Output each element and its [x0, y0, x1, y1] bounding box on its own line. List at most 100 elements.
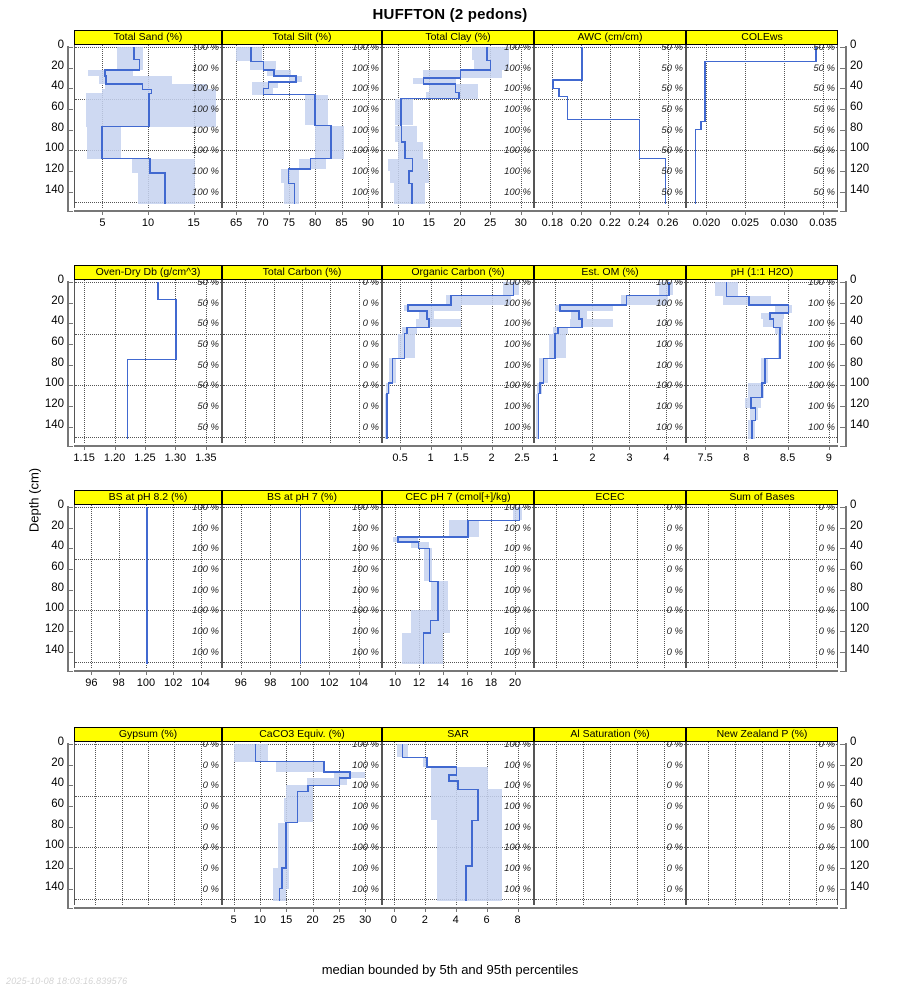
- median-line-segment: [512, 282, 515, 296]
- percentile-band: [410, 542, 429, 549]
- x-axis-tick-label: 12: [412, 677, 426, 689]
- median-line-segment: [273, 69, 275, 76]
- median-line-connector: [566, 118, 641, 121]
- pedon-pct-label: 50 %: [661, 186, 683, 198]
- x-axis-tick-label: 9: [825, 452, 832, 464]
- median-line-connector: [552, 79, 583, 81]
- median-line-segment: [426, 757, 428, 767]
- pedon-pct-label: 50 %: [813, 145, 835, 157]
- x-axis-tick: [787, 445, 789, 450]
- y-axis-tick-label: 20: [850, 519, 863, 532]
- median-line-segment: [558, 88, 560, 97]
- pedon-pct-label: 50 %: [197, 297, 219, 309]
- y-axis-tick-label: 120: [850, 162, 870, 175]
- percentile-band: [437, 865, 503, 889]
- median-line-segment: [309, 158, 312, 169]
- pedon-pct-label: 100 %: [504, 297, 531, 309]
- gridline-vertical: [705, 280, 707, 443]
- x-axis-tick-label: 2: [589, 452, 596, 464]
- pedon-pct-label: 100 %: [808, 297, 835, 309]
- y-axis-tick-label: 60: [51, 560, 64, 573]
- median-line-connector: [467, 519, 521, 522]
- x-axis-tick: [467, 670, 468, 675]
- median-line-connector: [101, 125, 150, 128]
- percentile-band: [85, 93, 217, 127]
- panel-title-strip: Total Sand (%): [74, 30, 222, 45]
- x-axis-tick-label: 102: [164, 677, 183, 689]
- percentile-band: [422, 69, 503, 78]
- pedon-pct-label: 100 %: [192, 45, 219, 53]
- plot-area: 0 % 0 % 0 % 0 % 0 % 0 % 0 % 0 %: [534, 505, 686, 668]
- pedon-pct-label: 0 %: [818, 505, 835, 513]
- gridline-vertical: [428, 45, 430, 208]
- panel-title-strip: Gypsum (%): [74, 727, 222, 742]
- y-axis-tick-label: 100: [850, 602, 870, 615]
- gridline-vertical: [84, 280, 86, 443]
- median-line-segment: [704, 61, 706, 122]
- pedon-pct-label: 50 %: [813, 83, 835, 95]
- percentile-band: [446, 295, 512, 305]
- pedon-pct-label: 100 %: [504, 625, 531, 637]
- median-line-connector: [471, 819, 479, 822]
- pedon-pct-label: 0 %: [362, 297, 379, 309]
- gridline-horizontal: [223, 201, 381, 203]
- gridline-vertical: [556, 742, 557, 905]
- x-axis-tick: [486, 907, 488, 912]
- median-line-connector: [559, 303, 628, 306]
- gridline-horizontal: [687, 150, 837, 152]
- y-axis-tick: [840, 744, 846, 745]
- gridline-horizontal: [383, 436, 533, 438]
- x-axis-tick: [393, 907, 395, 912]
- pedon-pct-label: 100 %: [504, 83, 531, 95]
- y-axis-tick-label: 40: [850, 80, 863, 93]
- x-axis-tick: [299, 670, 301, 675]
- pedon-pct-label: 100 %: [192, 62, 219, 74]
- median-line-segment: [293, 183, 296, 204]
- median-line-connector: [761, 382, 767, 385]
- median-line-segment: [747, 296, 750, 305]
- x-axis-tick: [118, 670, 120, 675]
- gridline-horizontal: [223, 744, 381, 745]
- y-axis-tick: [840, 651, 846, 653]
- median-line-connector: [273, 75, 297, 77]
- x-axis-tick-label: 90: [361, 217, 374, 229]
- x-axis-tick-label: 75: [282, 217, 295, 229]
- y-axis-tick-stub: [840, 446, 846, 447]
- y-axis-tick-label: 40: [51, 540, 64, 553]
- gridline-horizontal: [535, 333, 685, 335]
- x-axis-tick-label: 0.035: [809, 217, 837, 229]
- x-axis-tick-label: 10: [141, 217, 155, 229]
- median-line-connector: [404, 157, 414, 160]
- median-line-segment: [338, 778, 341, 786]
- y-axis-tick: [67, 651, 73, 653]
- y-axis-tick: [840, 385, 846, 387]
- pedon-pct-label: 100 %: [504, 318, 531, 330]
- x-axis-tick: [666, 445, 668, 450]
- median-line-segment: [386, 393, 388, 439]
- median-line-connector: [559, 310, 580, 312]
- y-axis-tick-label: 0: [57, 274, 64, 286]
- gridline-horizontal: [383, 661, 533, 663]
- gridline-vertical: [515, 505, 516, 668]
- gridline-horizontal: [535, 436, 685, 438]
- percentile-band: [762, 319, 783, 328]
- x-axis-tick: [367, 210, 369, 215]
- median-line-segment: [638, 150, 641, 159]
- x-axis-tick: [667, 210, 669, 215]
- x-axis-tick: [424, 907, 426, 912]
- x-axis-tick-label: 0.5: [392, 452, 408, 464]
- x-axis-tick: [517, 907, 519, 912]
- median-line-segment: [764, 358, 767, 384]
- median-line-segment: [489, 60, 492, 70]
- x-axis-tick-label: 96: [85, 677, 98, 689]
- x-axis-tick: [515, 670, 516, 675]
- plot-area: 50 % 50 % 50 % 50 % 50 % 50 % 50 % 50 %: [534, 45, 686, 208]
- gridline-vertical: [667, 45, 669, 208]
- percentile-band: [570, 319, 613, 328]
- pedon-pct-label: 0 %: [818, 780, 835, 792]
- x-axis-tick-label: 8: [514, 914, 521, 926]
- y-axis-tick: [840, 805, 846, 807]
- plot-area: 0 % 0 % 0 % 0 % 0 % 0 % 0 % 0 %: [686, 505, 838, 668]
- median-line-segment: [323, 761, 325, 772]
- x-axis-tick-label: 2: [421, 914, 428, 926]
